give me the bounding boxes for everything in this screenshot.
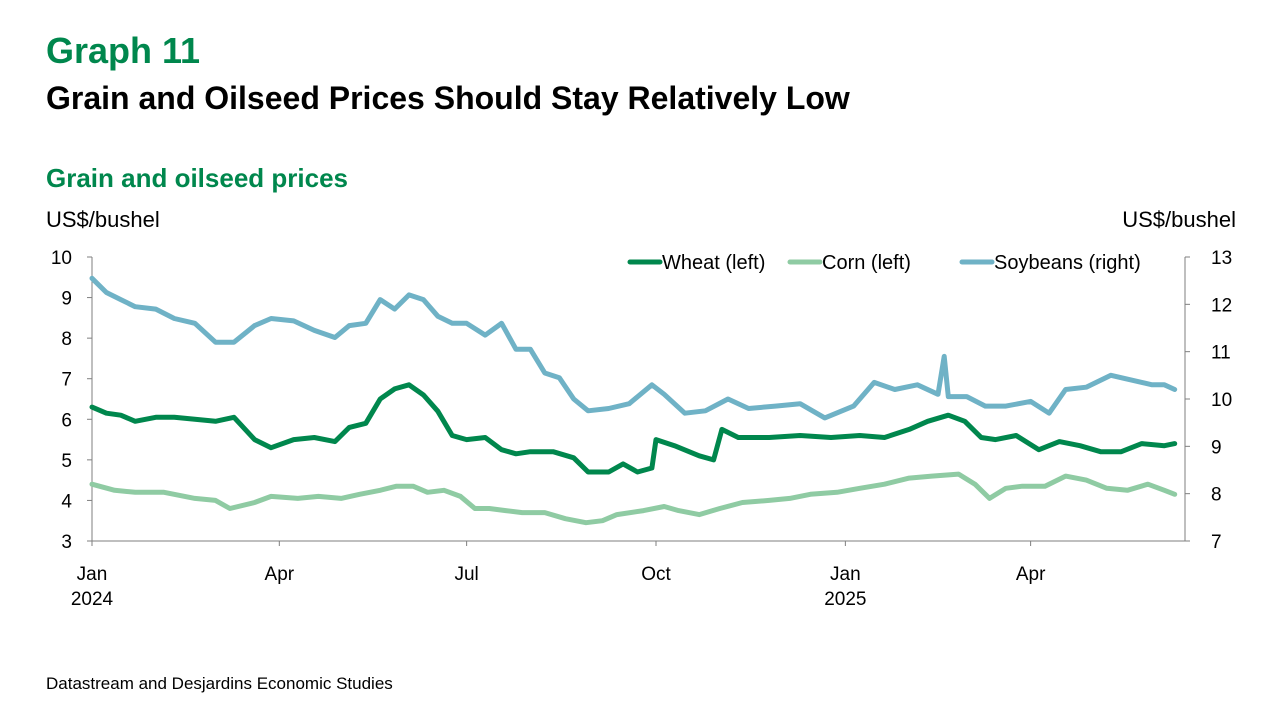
x-tick-year-label: 2024 — [71, 589, 114, 610]
graph-title: Grain and Oilseed Prices Should Stay Rel… — [46, 80, 850, 116]
right-tick-label: 11 — [1211, 343, 1231, 364]
chart-subtitle: Grain and oilseed prices — [46, 163, 348, 193]
soybeans-series-line — [89, 275, 1178, 421]
corn-legend-label: Corn (left) — [822, 252, 911, 274]
left-axis-unit: US$/bushel — [46, 207, 160, 232]
x-tick-label: Apr — [265, 564, 295, 585]
right-tick-label: 13 — [1211, 248, 1232, 269]
left-tick-label: 5 — [61, 451, 72, 472]
right-tick-label: 12 — [1211, 295, 1232, 316]
x-tick-year-label: 2025 — [824, 589, 866, 610]
left-tick-label: 7 — [61, 370, 72, 391]
x-tick-label: Apr — [1016, 564, 1046, 585]
chart-axes: 3 4 5 6 7 8 9 10 7 8 9 10 11 12 13 Jan 2024 Apr Jul Oct Jan 2… — [51, 248, 1232, 610]
x-tick-label: Jul — [454, 564, 478, 585]
graph-number: Graph 11 — [46, 30, 201, 71]
wheat-legend-label: Wheat (left) — [662, 252, 765, 274]
right-axis-unit: US$/bushel — [1122, 207, 1236, 232]
left-tick-label: 3 — [61, 532, 72, 553]
right-tick-label: 9 — [1211, 437, 1222, 458]
left-tick-label: 9 — [61, 289, 72, 310]
left-tick-label: 6 — [61, 410, 72, 431]
corn-series-line — [89, 471, 1178, 526]
left-tick-label: 8 — [61, 329, 72, 350]
left-tick-label: 10 — [51, 248, 72, 269]
x-tick-label: Oct — [641, 564, 671, 585]
source-note: Datastream and Desjardins Economic Studi… — [46, 674, 393, 693]
wheat-series-line — [89, 382, 1178, 475]
x-tick-label: Jan — [77, 564, 108, 585]
right-tick-label: 10 — [1211, 390, 1232, 411]
chart-legend: Wheat (left) Corn (left) Soybeans (right) — [627, 252, 1141, 274]
chart-series — [89, 275, 1178, 526]
x-tick-label: Jan — [830, 564, 861, 585]
right-tick-label: 8 — [1211, 485, 1222, 506]
soybeans-legend-label: Soybeans (right) — [994, 252, 1141, 274]
right-tick-label: 7 — [1211, 532, 1222, 553]
left-tick-label: 4 — [61, 491, 72, 512]
